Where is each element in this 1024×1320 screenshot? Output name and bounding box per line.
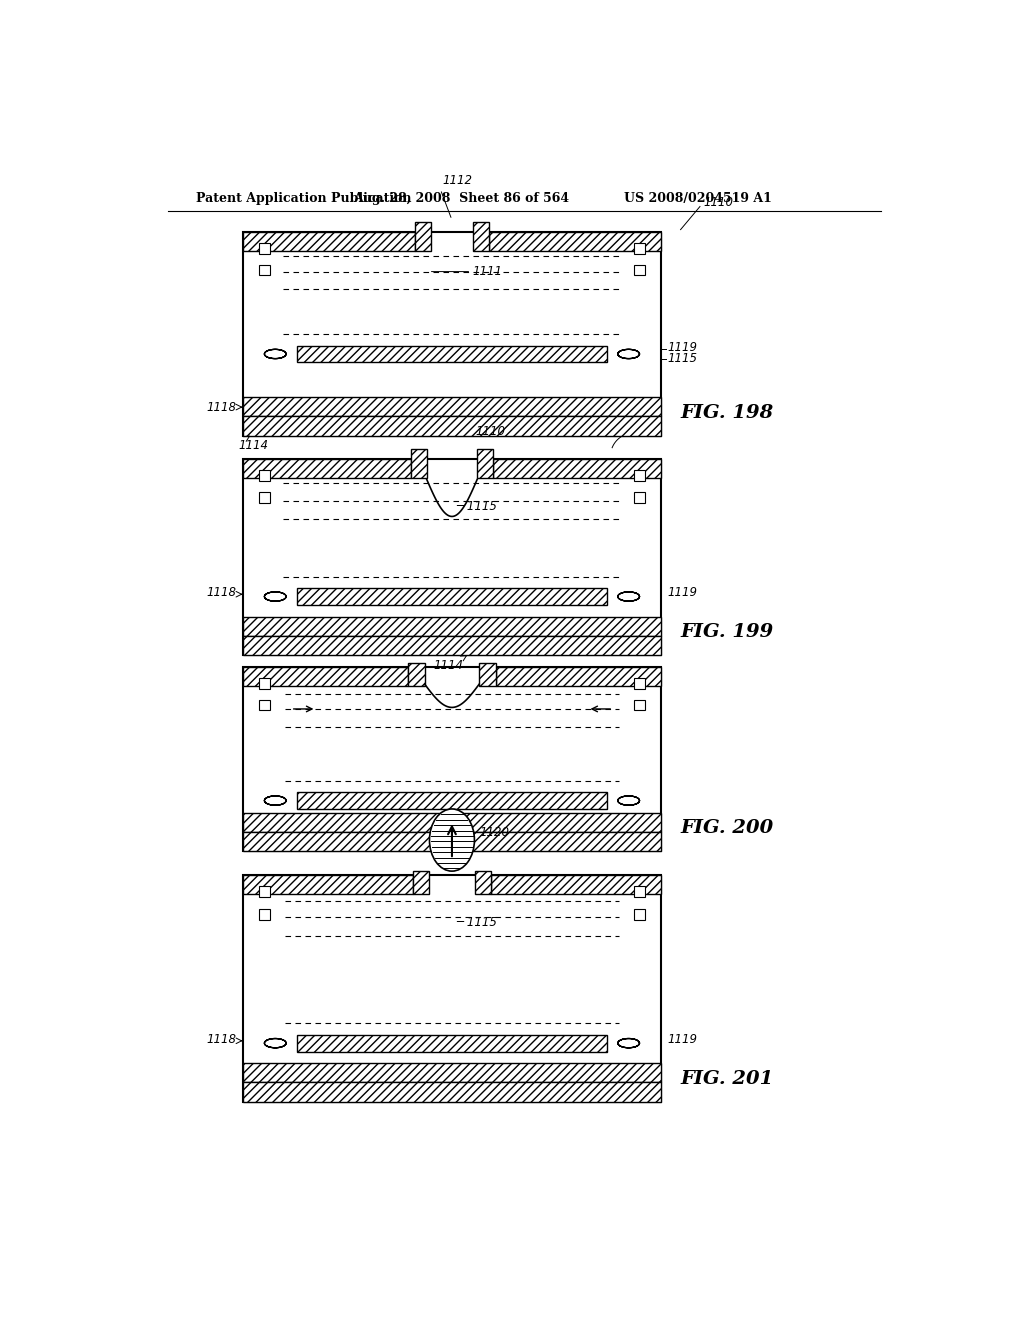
Bar [259, 492, 270, 503]
Bar [414, 871, 429, 894]
Bar [634, 886, 645, 896]
Bar [493, 459, 662, 478]
Text: US 2008/0204519 A1: US 2008/0204519 A1 [624, 191, 772, 205]
Text: ─ 1115: ─ 1115 [456, 500, 497, 513]
Bar [243, 1063, 662, 1082]
Text: FIG. 201: FIG. 201 [681, 1069, 774, 1088]
Ellipse shape [429, 809, 474, 871]
Bar [477, 449, 493, 478]
Bar [412, 449, 427, 478]
Text: FIG. 199: FIG. 199 [681, 623, 774, 642]
Text: Aug. 28, 2008  Sheet 86 of 564: Aug. 28, 2008 Sheet 86 of 564 [353, 191, 569, 205]
Bar [634, 678, 645, 689]
Bar [243, 636, 662, 655]
Bar [243, 667, 662, 851]
Bar [259, 678, 270, 689]
Bar [259, 243, 270, 253]
Text: 1114: 1114 [239, 440, 269, 453]
Bar [243, 397, 662, 416]
Bar [243, 832, 662, 851]
Bar [297, 589, 607, 605]
Text: ─ 1115: ─ 1115 [456, 916, 497, 929]
Text: 1115: 1115 [668, 352, 697, 366]
Bar [243, 813, 662, 832]
Text: 1110: 1110 [703, 197, 734, 209]
Text: FIG. 198: FIG. 198 [681, 404, 774, 421]
Bar [473, 222, 488, 251]
Bar [243, 667, 408, 686]
Text: 1112: 1112 [442, 174, 473, 187]
Bar [479, 663, 496, 686]
Bar [634, 492, 645, 503]
Text: 1114: 1114 [433, 659, 463, 672]
Text: 1110: 1110 [475, 425, 505, 438]
Text: 1111: 1111 [473, 265, 503, 279]
Bar [496, 667, 662, 686]
Bar [490, 875, 662, 894]
Bar [634, 470, 645, 480]
Text: FIG. 200: FIG. 200 [681, 820, 774, 837]
Bar [634, 264, 645, 276]
Bar [634, 243, 645, 253]
Bar [259, 264, 270, 276]
Bar [243, 1082, 662, 1102]
Bar [415, 222, 431, 251]
Bar [243, 875, 662, 1102]
Text: 1118: 1118 [207, 586, 237, 599]
Text: 1119: 1119 [668, 342, 697, 354]
Bar [243, 231, 415, 251]
Bar [259, 909, 270, 920]
Bar [243, 459, 412, 478]
Text: 1119: 1119 [668, 1032, 697, 1045]
Bar [243, 416, 662, 436]
Bar [634, 700, 645, 710]
Text: 1118: 1118 [207, 1032, 237, 1045]
Bar [475, 871, 490, 894]
Text: 1118: 1118 [207, 400, 237, 413]
Text: 1120: 1120 [479, 826, 509, 838]
Bar [488, 231, 662, 251]
Bar [243, 231, 662, 436]
Bar [297, 346, 607, 363]
Bar [243, 875, 414, 894]
Bar [243, 616, 662, 636]
Bar [634, 909, 645, 920]
Bar [259, 470, 270, 480]
Bar [297, 1035, 607, 1052]
Bar [243, 459, 662, 655]
Bar [408, 663, 425, 686]
Bar [259, 886, 270, 896]
Bar [297, 792, 607, 809]
Bar [259, 700, 270, 710]
Text: Patent Application Publication: Patent Application Publication [197, 191, 412, 205]
Text: 1119: 1119 [668, 586, 697, 599]
